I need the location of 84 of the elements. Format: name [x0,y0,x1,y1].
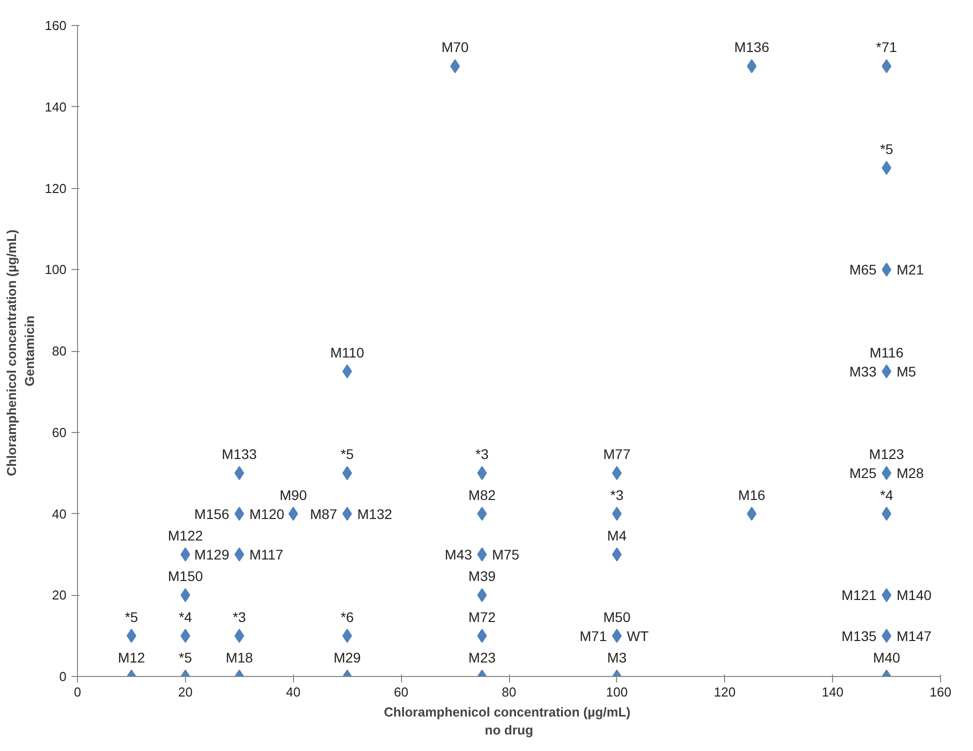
annotation: M29 [334,650,362,666]
annotation: M110 [330,344,364,360]
annotation: M18 [226,650,254,666]
x-axis-title: Chloramphenicol concentration (µg/mL) no drug [384,704,630,738]
annotation: M39 [468,568,496,584]
x-tick-label: 160 [930,684,952,700]
x-tick-label: 20 [178,684,193,700]
annotation: M117 [249,546,284,562]
annotation: M135 [842,628,877,644]
y-tick-label: 20 [52,588,67,603]
annotation: M40 [872,650,900,666]
annotation: *5 [178,650,192,666]
annotation: WT [626,628,650,644]
y-tick-label: 140 [44,99,67,114]
annotation: M4 [607,527,627,544]
annotation: *4 [178,608,192,625]
x-tick-label: 60 [394,684,408,700]
x-tick-label: 100 [606,684,628,700]
point [342,506,352,521]
annotation: *5 [880,140,894,157]
annotation: M136 [734,39,770,56]
point [288,506,298,521]
annotation: *5 [124,608,138,625]
y-tick-label: 120 [44,180,67,196]
y-tick-label: 160 [44,18,67,33]
y-tick-label: 40 [52,506,67,522]
annotation: M90 [280,486,308,503]
x-tick-label: 120 [714,684,736,700]
annotation: M12 [118,650,146,666]
annotation: M75 [492,546,520,562]
point [234,547,244,562]
annotation: M65 [849,262,877,278]
annotation: M82 [468,486,496,503]
annotation: M3 [607,650,627,666]
annotation: M121 [842,587,877,604]
annotation: M150 [168,568,204,584]
annotation: M140 [896,587,932,604]
annotation: M132 [357,506,392,522]
point [342,628,352,643]
y-tick-label: 0 [59,669,67,684]
annotation: M77 [603,446,631,462]
annotation: M87 [310,506,338,522]
annotation: M25 [849,465,877,482]
annotation: M16 [738,486,766,503]
annotation: M23 [468,650,496,666]
annotation: *4 [880,486,894,503]
annotation: M116 [870,344,904,360]
annotation: *6 [340,608,354,625]
annotation: *3 [610,486,624,503]
annotation: M50 [603,608,631,625]
annotation: M71 [580,628,608,644]
x-tick-label: 140 [822,684,844,700]
annotation: M122 [168,527,204,544]
y-tick-label: 80 [52,344,67,358]
point [746,506,757,521]
annotation: M70 [441,39,469,56]
y-axis-title: Chloramphenicol concentration (µg/mL) Gentamicin [4,230,37,476]
x-tick-label: 0 [74,684,82,700]
y-tick-label: 60 [52,424,67,440]
point [234,506,244,521]
x-tick-label: 40 [286,684,300,700]
annotation: M43 [444,546,472,562]
annotation: *3 [475,446,489,462]
annotation: *3 [232,608,246,625]
annotation: *5 [340,446,354,462]
annotation: *71 [876,39,898,56]
point [342,466,352,480]
annotation: M123 [869,446,904,462]
annotation: M72 [468,608,496,625]
x-tick-label: 80 [502,684,516,700]
annotation: M129 [194,546,230,562]
y-tick-label: 100 [44,262,67,278]
annotation: M120 [249,506,285,522]
point [234,628,244,643]
point [342,364,352,378]
annotation: M33 [849,363,877,380]
point [234,466,244,480]
annotation: M147 [896,628,932,644]
annotation: M21 [896,262,924,278]
annotation: M156 [194,506,230,522]
annotation: M28 [896,465,924,482]
point [746,59,757,74]
annotation: M133 [222,446,258,462]
annotation: M5 [896,363,916,380]
